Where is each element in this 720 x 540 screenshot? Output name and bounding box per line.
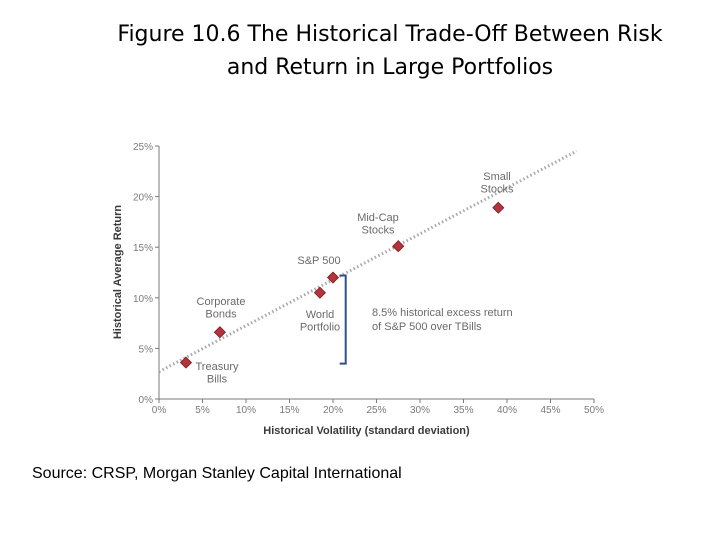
data-point-marker (392, 240, 405, 253)
y-tick-label: 25% (133, 142, 153, 153)
x-axis-title: Historical Volatility (standard deviatio… (263, 425, 470, 437)
data-point-marker (213, 326, 226, 339)
data-point-marker (313, 286, 327, 299)
trend-line (158, 149, 578, 374)
slide-title-line-1: Figure 10.6 The Historical Trade-Off Bet… (117, 22, 663, 47)
y-tick-label: 5% (139, 344, 154, 355)
data-point-label: Bonds (205, 309, 237, 321)
trend-line-group (158, 149, 578, 374)
data-point-label: World (306, 309, 335, 321)
excess-return-annotation: 8.5% historical excess return of S&P 500 … (339, 274, 513, 365)
y-tick-label: 15% (133, 243, 153, 254)
source-note: Source: CRSP, Morgan Stanley Capital Int… (32, 465, 402, 482)
data-point-label: Stocks (480, 184, 514, 196)
x-tick-label: 0% (152, 405, 167, 416)
x-tick-label: 25% (366, 405, 386, 416)
y-axis-title: Historical Average Return (112, 205, 124, 340)
x-tick-label: 15% (279, 405, 299, 416)
data-point-label: Small (483, 171, 511, 183)
annotation-line-1: 8.5% historical excess return (372, 307, 513, 319)
x-tick-label: 5% (195, 405, 210, 416)
y-tick-label: 10% (133, 294, 153, 305)
slide-title-line-2: and Return in Large Portfolios (226, 55, 554, 80)
x-tick-label: 40% (497, 405, 517, 416)
x-tick-label: 45% (540, 405, 560, 416)
data-point-label: Mid-Cap (357, 212, 399, 224)
data-point-label: Bills (207, 374, 228, 386)
x-tick-label: 30% (410, 405, 430, 416)
data-point-marker (326, 271, 340, 284)
data-point-label: Corporate (197, 296, 246, 308)
x-tick-label: 20% (323, 405, 343, 416)
y-tick-label: 0% (139, 395, 154, 406)
data-points (179, 201, 505, 369)
data-point-label: S&P 500 (297, 255, 340, 267)
data-point-marker (492, 201, 505, 214)
y-tick-label: 20% (133, 193, 153, 204)
annotation-line-2: of S&P 500 over TBills (372, 321, 482, 333)
data-point-label: Stocks (361, 225, 395, 237)
axes: 0% 5% 10% 15% 20% 25% 30% 35% 40% 45% 50% 0% 5% 10% 15… (112, 142, 604, 437)
x-tick-label: 35% (453, 405, 473, 416)
data-point-marker (179, 356, 193, 369)
slide-title: Figure 10.6 The Historical Trade-Off Bet… (90, 18, 690, 84)
data-point-label: Treasury (196, 361, 239, 373)
x-tick-label: 50% (584, 405, 604, 416)
data-point-label: Portfolio (300, 322, 340, 334)
excess-return-bracket (339, 274, 347, 365)
x-tick-label: 10% (236, 405, 256, 416)
